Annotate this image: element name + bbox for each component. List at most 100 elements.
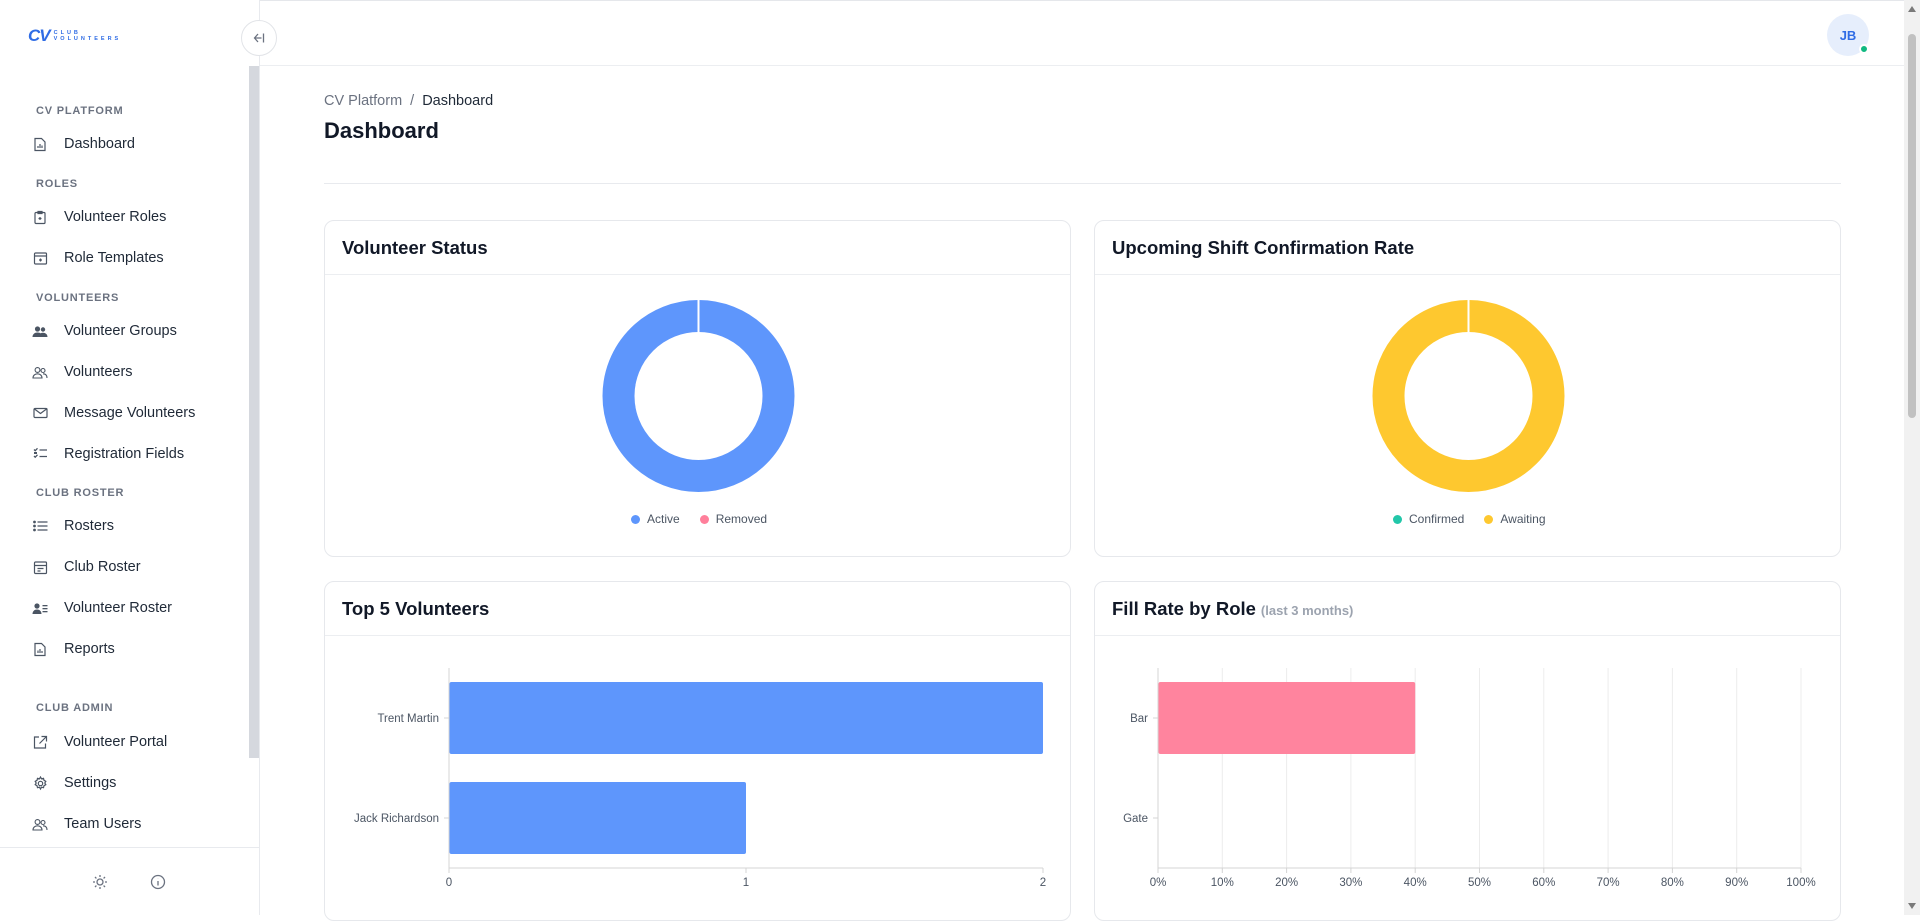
sidebar-item-label: Dashboard [64,136,135,152]
calendar-icon [30,560,50,575]
fill-rate-card: Fill Rate by Role (last 3 months) 0% 10% 2… [1094,581,1841,921]
legend-swatch [1484,514,1494,524]
fill-rate-card-title: Fill Rate by Role [1112,597,1256,619]
gear-icon [30,775,50,791]
legend-swatch [1393,514,1402,524]
sidebar-item-label: Reports [64,641,115,657]
sidebar-item-club-roster[interactable]: Club Roster [30,555,240,579]
x-tick-label: 0% [1150,877,1167,889]
sun-icon[interactable] [90,872,110,892]
sidebar-item-label: Volunteers [64,364,133,380]
legend-item-active[interactable]: Active [631,512,680,526]
sidebar-item-dashboard[interactable]: Dashboard [30,132,240,156]
sidebar: CV CLUB VOLUNTEERS CV PLATFORM Dashboard R… [0,0,260,915]
scrollbar-thumb[interactable] [1908,34,1916,418]
avatar-initials: JB [1839,27,1857,43]
legend-swatch [699,514,709,524]
confirmation-rate-card: Upcoming Shift Confirmation Rate Confirm… [1094,220,1841,557]
sidebar-item-volunteer-roster[interactable]: Volunteer Roster [30,596,240,620]
legend-item-awaiting[interactable]: Awaiting [1484,512,1546,526]
scroll-down-arrow-icon[interactable] [1908,903,1916,909]
sidebar-item-team-users[interactable]: Team Users [30,812,240,836]
users-icon [30,325,50,338]
bar-jack-richardson[interactable] [449,782,747,854]
app-logo[interactable]: CV CLUB VOLUNTEERS [28,26,121,46]
sidebar-item-label: Rosters [64,518,114,534]
top-volunteers-chart: 0 1 2 Trent Martin Jack Richardson [354,668,1046,889]
breadcrumb-root-link[interactable]: CV Platform [324,93,403,109]
logo-subtitle: CLUB VOLUNTEERS [54,30,122,42]
y-category-label: Bar [1130,713,1148,725]
legend-item-confirmed[interactable]: Confirmed [1393,512,1464,526]
sidebar-scrollbar[interactable] [249,66,259,758]
sidebar-item-reports[interactable]: Reports [30,637,240,661]
bar-trent-martin[interactable] [449,682,1044,754]
fill-rate-chart: 0% 10% 20% 30% 40% 50% 60% 70% 80% 90% 100% Bar Gate [1123,668,1816,889]
clipboard-icon [30,210,50,225]
x-tick-label: 60% [1532,877,1555,889]
x-tick-label: 10% [1211,877,1234,889]
page-title: Dashboard [324,118,439,143]
logo-subtitle-line-2: VOLUNTEERS [53,36,122,42]
volunteer-status-legend: Active Removed [631,512,787,526]
collapse-sidebar-button[interactable] [241,20,277,56]
x-tick-label: 20% [1275,877,1298,889]
breadcrumb-separator: / [410,93,415,109]
confirmation-rate-chart [1372,299,1565,492]
scroll-up-arrow-icon[interactable] [1908,6,1916,12]
sidebar-item-registration-fields[interactable]: Registration Fields [30,442,240,466]
confirmation-rate-card-title: Upcoming Shift Confirmation Rate [1095,221,1840,275]
sidebar-item-volunteer-groups[interactable]: Volunteer Groups [30,319,240,343]
sidebar-item-label: Team Users [64,816,142,832]
logo-subtitle-line-1: CLUB [53,30,81,36]
sidebar-section-label: VOLUNTEERS [36,292,120,304]
report-icon [30,642,50,657]
sidebar-section-label: ROLES [36,178,78,190]
sidebar-section-label: CLUB ADMIN [36,702,114,714]
top-border [0,0,1904,4]
x-tick-label: 50% [1468,877,1491,889]
sidebar-item-volunteer-roles[interactable]: Volunteer Roles [30,205,240,229]
y-category-label: Jack Richardson [354,813,439,825]
team-icon [30,818,50,831]
mail-icon [30,407,50,419]
legend-label: Removed [715,512,768,526]
sidebar-item-rosters[interactable]: Rosters [30,514,240,538]
template-icon [30,251,50,266]
fill-rate-card-note: (last 3 months) [1260,602,1354,618]
sidebar-item-label: Settings [64,775,117,791]
donut-slice-active[interactable] [602,300,795,492]
sidebar-item-volunteer-portal[interactable]: Volunteer Portal [30,730,240,754]
info-icon[interactable] [148,872,168,892]
sidebar-item-message-volunteers[interactable]: Message Volunteers [30,401,240,425]
bar-bar[interactable] [1158,682,1416,754]
y-category-label: Gate [1123,813,1148,825]
sidebar-nav: CV PLATFORM Dashboard ROLES Volunteer Roles… [0,66,260,846]
header-divider [260,65,1904,66]
page-scrollbar[interactable] [1904,0,1920,915]
y-category-label: Trent Martin [377,713,439,725]
donut-slice-awaiting[interactable] [1372,300,1565,492]
volunteer-status-card-title: Volunteer Status [325,221,1070,275]
sidebar-item-volunteers[interactable]: Volunteers [30,360,240,384]
sidebar-item-role-templates[interactable]: Role Templates [30,246,240,270]
list-icon [30,520,50,532]
breadcrumb: CV Platform / Dashboard [324,93,493,109]
x-tick-label: 80% [1661,877,1684,889]
legend-item-removed[interactable]: Removed [699,512,768,526]
user-list-icon [30,602,50,615]
volunteer-status-card: Volunteer Status Active Removed [324,220,1071,557]
legend-label: Active [647,512,680,526]
sidebar-item-label: Volunteer Roster [64,600,173,616]
confirmation-rate-legend: Confirmed Awaiting [1393,512,1566,526]
x-tick-label: 0 [446,877,452,889]
legend-label: Confirmed [1409,512,1465,526]
x-tick-label: 70% [1597,877,1620,889]
sidebar-section-label: CLUB ROSTER [36,487,125,499]
user-avatar[interactable]: JB [1827,14,1869,56]
users-outline-icon [30,366,50,379]
sidebar-item-settings[interactable]: Settings [30,771,240,795]
chart-doc-icon [30,137,50,152]
sidebar-item-label: Message Volunteers [64,405,196,421]
x-tick-label: 90% [1725,877,1748,889]
